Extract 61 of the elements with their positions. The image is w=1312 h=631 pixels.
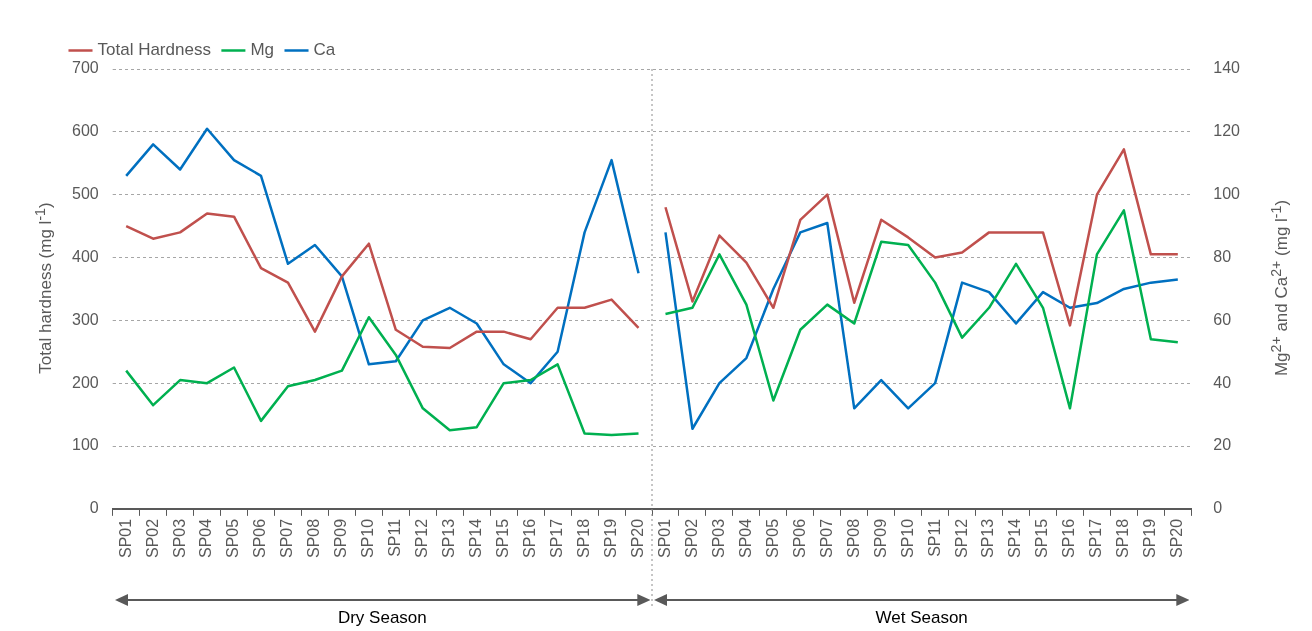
legend-label: Mg <box>250 40 275 60</box>
x-tick-label: SP14 <box>1006 518 1024 558</box>
x-tick-label: SP01 <box>116 518 134 558</box>
x-tick-label: SP13 <box>440 518 458 558</box>
x-tick-label: SP16 <box>1060 518 1078 558</box>
y-tick-label: 300 <box>71 310 99 328</box>
x-tick-label: SP06 <box>790 518 808 558</box>
y-tick-label: 500 <box>71 185 99 203</box>
x-tick-label: SP09 <box>871 518 889 558</box>
x-tick-label: SP04 <box>736 518 754 558</box>
x-tick-label: SP10 <box>898 518 916 558</box>
x-tick-label: SP10 <box>359 518 377 558</box>
y-tick-label: 600 <box>71 122 99 140</box>
y-tick-label: 700 <box>71 59 99 77</box>
x-tick-label: SP02 <box>143 518 161 558</box>
x-tick-label: SP16 <box>521 518 539 558</box>
text: Dry Season <box>336 607 428 628</box>
x-tick-label: SP14 <box>467 518 485 558</box>
x-tick-label: SP01 <box>655 518 673 558</box>
x-tick-label: SP08 <box>844 518 862 558</box>
x-tick-label: SP02 <box>682 518 700 558</box>
y2-tick-label: 120 <box>1213 122 1241 140</box>
x-tick-label: SP17 <box>548 518 566 558</box>
x-tick-label: SP07 <box>278 518 296 558</box>
x-tick-label: SP18 <box>1114 518 1132 558</box>
x-tick-label: SP04 <box>197 518 215 558</box>
x-tick-label: SP17 <box>1087 518 1105 558</box>
x-tick-label: SP05 <box>763 518 781 558</box>
x-tick-label: SP12 <box>952 518 970 558</box>
x-tick-label: SP03 <box>709 518 727 558</box>
x-tick-label: SP09 <box>332 518 350 558</box>
y2-tick-label: 60 <box>1213 310 1232 328</box>
y-tick-label: 100 <box>71 436 99 454</box>
x-tick-label: SP20 <box>628 518 646 558</box>
y-tick-label: 400 <box>71 247 99 265</box>
legend-label: Total Hardness <box>97 40 211 60</box>
y2-tick-label: 20 <box>1213 436 1232 454</box>
y2-tick-label: 140 <box>1213 59 1241 77</box>
text: Wet Season <box>874 607 969 628</box>
x-tick-label: SP07 <box>817 518 835 558</box>
y2-tick-label: 80 <box>1213 247 1232 265</box>
x-tick-label: SP20 <box>1168 518 1186 558</box>
y-tick-label: 0 <box>89 499 99 517</box>
x-tick-label: SP15 <box>1033 518 1051 558</box>
y2-tick-label: 0 <box>1213 499 1223 517</box>
x-tick-label: SP03 <box>170 518 188 558</box>
y-tick-label: 200 <box>71 373 99 391</box>
x-tick-label: SP11 <box>386 518 404 557</box>
x-tick-label: SP13 <box>979 518 997 558</box>
x-tick-label: SP05 <box>224 518 242 558</box>
x-tick-label: SP12 <box>413 518 431 558</box>
x-tick-label: SP19 <box>601 518 619 558</box>
x-tick-label: SP11 <box>925 518 943 557</box>
x-tick-label: SP19 <box>1141 518 1159 558</box>
legend-label: Ca <box>313 40 336 60</box>
x-tick-label: SP15 <box>494 518 512 558</box>
y2-tick-label: 100 <box>1213 185 1241 203</box>
x-tick-label: SP08 <box>305 518 323 558</box>
x-tick-label: SP06 <box>251 518 269 558</box>
y2-tick-label: 40 <box>1213 373 1232 391</box>
x-tick-label: SP18 <box>574 518 592 558</box>
